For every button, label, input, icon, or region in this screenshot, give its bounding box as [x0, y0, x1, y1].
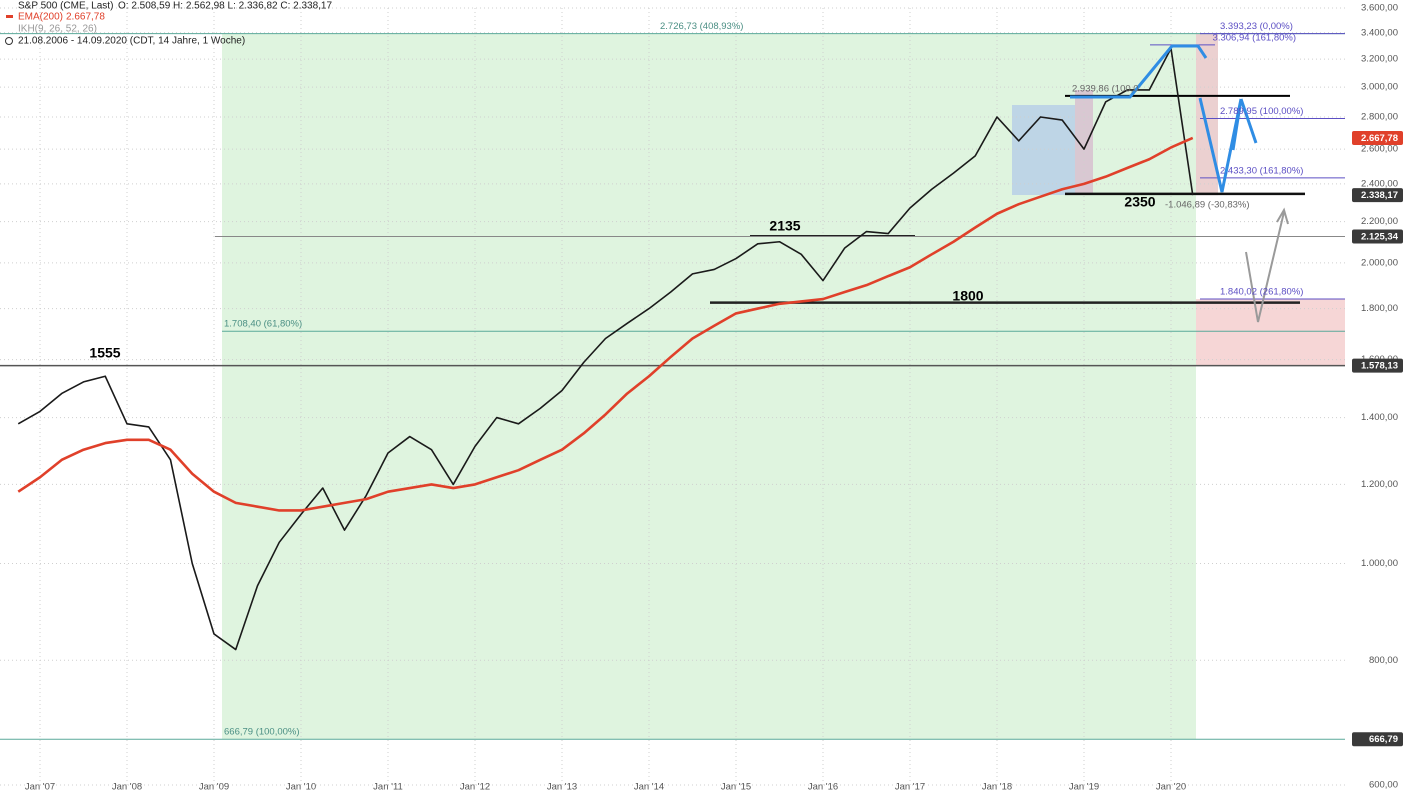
fib-label: 3.306,94 (161,80%)	[1213, 32, 1296, 43]
x-tick-label: Jan '07	[25, 782, 55, 793]
series-name: S&P 500 (CME, Last)	[18, 1, 113, 12]
legend-swatch	[6, 15, 13, 18]
x-tick-label: Jan '17	[895, 782, 925, 793]
arrow-head	[1276, 207, 1289, 225]
labels-layer: 600,00800,001.000,001.200,001.400,001.60…	[25, 3, 1403, 793]
legend-name: EMA(200)	[18, 12, 63, 23]
retracement-label: 666,79 (100,00%)	[224, 727, 300, 738]
level-label: 1555	[89, 344, 120, 360]
y-tick-label: 2.400,00	[1361, 178, 1398, 189]
y-tick-label: 1.800,00	[1361, 303, 1398, 314]
y-tick-label: 2.000,00	[1361, 257, 1398, 268]
level-label: 1800	[952, 287, 983, 303]
fib-label: 3.393,23 (0,00%)	[1220, 21, 1293, 32]
price-box-label: 666,79	[1369, 734, 1398, 745]
projection-arrow	[1070, 44, 1208, 99]
fib-label: 2.433,30 (161,80%)	[1220, 165, 1303, 176]
x-tick-label: Jan '12	[460, 782, 490, 793]
lines-layer	[0, 33, 1345, 740]
price-box-label: 2.125,34	[1361, 232, 1399, 243]
fib-label: 2.939,86 (100,0	[1072, 83, 1139, 94]
x-tick-label: Jan '18	[982, 782, 1012, 793]
price-box	[1352, 130, 1403, 145]
y-tick-label: 600,00	[1369, 780, 1398, 791]
retracement-label: 2.726,73 (408,93%)	[660, 21, 743, 32]
y-tick-label: 3.200,00	[1361, 54, 1398, 65]
projection-arrow	[1198, 97, 1243, 193]
retracement-label: 1.708,40 (61,80%)	[224, 319, 302, 330]
y-tick-label: 1.200,00	[1361, 479, 1398, 490]
background-layer	[222, 33, 1345, 740]
price-box	[1352, 358, 1403, 373]
clock-icon	[5, 37, 13, 45]
x-tick-label: Jan '20	[1156, 782, 1186, 793]
price-box	[1352, 188, 1403, 203]
drop-label: -1.046,89 (-30,83%)	[1165, 200, 1250, 211]
legend-value: 2.667,78	[66, 12, 105, 23]
price-line	[17, 47, 1194, 651]
level-label: 2350	[1124, 194, 1155, 210]
price-box-label: 1.578,13	[1361, 361, 1398, 372]
x-tick-label: Jan '10	[286, 782, 316, 793]
price-box	[1352, 229, 1403, 244]
projection-arrow	[1245, 211, 1285, 323]
indicator: IKH(9, 26, 52, 26)	[18, 24, 97, 35]
fib-label: 2.789,95 (100,00%)	[1220, 106, 1303, 117]
y-tick-label: 2.800,00	[1361, 111, 1398, 122]
drawings	[1070, 44, 1289, 323]
ema-line	[17, 136, 1194, 512]
ohlc: O: 2.508,59 H: 2.562,98 L: 2.336,82 C: 2…	[118, 1, 332, 12]
x-tick-label: Jan '11	[373, 782, 403, 793]
zone-blue	[1012, 105, 1075, 195]
y-tick-label: 3.600,00	[1361, 3, 1398, 14]
x-tick-label: Jan '08	[112, 782, 142, 793]
price-box-label: 2.667,78	[1361, 133, 1398, 144]
x-tick-label: Jan '14	[634, 782, 664, 793]
price-box	[1352, 732, 1403, 747]
projection-arrow	[1239, 98, 1258, 144]
range-info: 21.08.2006 - 14.09.2020 (CDT, 14 Jahre, …	[18, 36, 245, 47]
x-tick-label: Jan '13	[547, 782, 577, 793]
y-tick-label: 1.400,00	[1361, 412, 1398, 423]
y-tick-label: 800,00	[1369, 655, 1398, 666]
y-tick-label: 1.000,00	[1361, 558, 1398, 569]
grid-layer	[0, 7, 1345, 786]
y-tick-label: 2.200,00	[1361, 216, 1398, 227]
x-tick-label: Jan '16	[808, 782, 838, 793]
zone-pink	[1196, 299, 1345, 366]
fib-label: 1.840,02 (261,80%)	[1220, 287, 1303, 298]
level-label: 2135	[769, 218, 800, 234]
x-tick-label: Jan '15	[721, 782, 751, 793]
y-tick-label: 2.600,00	[1361, 144, 1398, 155]
x-tick-label: Jan '09	[199, 782, 229, 793]
zone-pink-strip	[1196, 33, 1218, 196]
price-box-label: 2.338,17	[1361, 190, 1398, 201]
x-tick-label: Jan '19	[1069, 782, 1099, 793]
zone-mauve	[1075, 90, 1093, 195]
y-tick-label: 3.000,00	[1361, 82, 1398, 93]
y-tick-label: 3.400,00	[1361, 27, 1398, 38]
